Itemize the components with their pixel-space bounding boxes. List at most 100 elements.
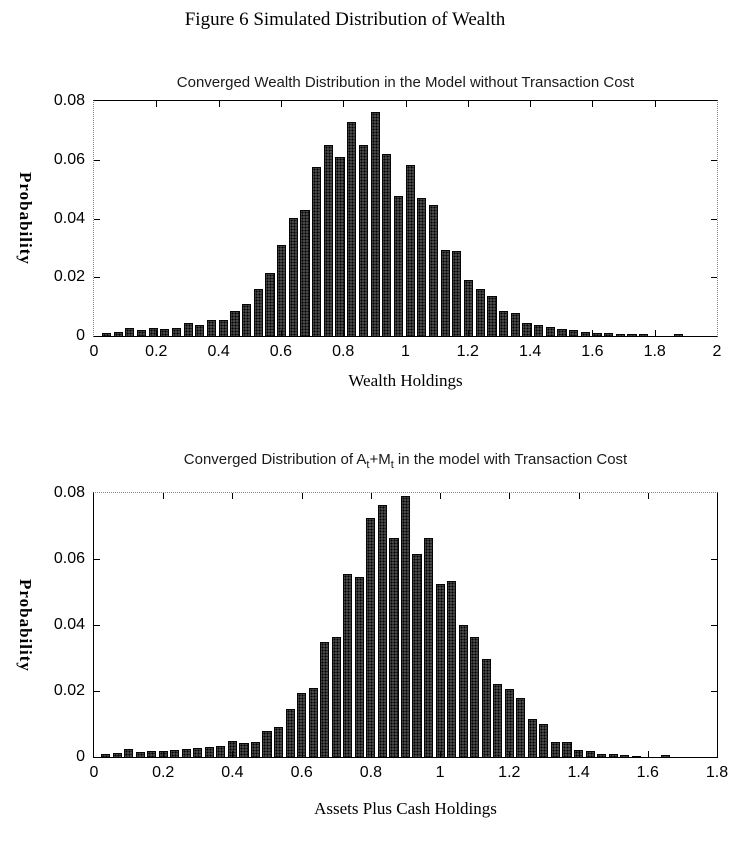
histogram-bar bbox=[135, 752, 145, 757]
histogram-bar bbox=[253, 289, 263, 336]
histogram-bar bbox=[487, 296, 497, 336]
histogram-bar bbox=[620, 755, 630, 757]
y-axis-tick-right bbox=[711, 559, 717, 560]
chart2-title-part2: +M bbox=[369, 451, 391, 468]
y-axis-tick bbox=[94, 277, 100, 279]
histogram-bar bbox=[585, 750, 595, 757]
y-axis-tick-right bbox=[711, 625, 717, 626]
histogram-bar bbox=[300, 209, 310, 336]
histogram-bar bbox=[424, 537, 434, 757]
histogram-bar bbox=[440, 250, 450, 336]
histogram-bar bbox=[204, 747, 214, 757]
x-axis-tick-top bbox=[467, 101, 469, 107]
x-tick-label: 1.4 bbox=[567, 764, 590, 781]
x-tick-label: 1.6 bbox=[636, 764, 659, 781]
y-axis-tick bbox=[94, 625, 100, 626]
histogram-bar bbox=[615, 334, 626, 336]
y-axis-tick-right bbox=[711, 691, 717, 692]
x-axis-tick-top bbox=[156, 101, 158, 107]
x-axis-tick-top bbox=[647, 493, 649, 499]
histogram-bar bbox=[113, 332, 123, 336]
x-axis-tick bbox=[647, 751, 649, 757]
x-axis-tick-top bbox=[654, 101, 656, 107]
histogram-bar bbox=[382, 153, 392, 336]
x-axis-tick-top bbox=[301, 493, 303, 499]
histogram-bar bbox=[170, 749, 180, 757]
histogram-bar bbox=[463, 279, 474, 336]
x-axis-tick-top bbox=[578, 493, 580, 499]
y-tick-label: 0 bbox=[76, 748, 85, 765]
histogram-bar bbox=[504, 689, 514, 757]
histogram-bar bbox=[274, 727, 284, 757]
x-axis-tick-top bbox=[232, 493, 234, 499]
histogram-bar bbox=[227, 740, 237, 757]
histogram-bar bbox=[358, 145, 369, 336]
x-tick-label: 0.6 bbox=[290, 764, 313, 781]
histogram-bar bbox=[493, 684, 503, 757]
chart1-x-axis-label: Wealth Holdings bbox=[348, 371, 463, 390]
histogram-bar bbox=[545, 327, 555, 336]
figure-title: Figure 6 Simulated Distribution of Wealt… bbox=[184, 9, 506, 30]
x-axis-tick bbox=[218, 330, 220, 336]
histogram-bar bbox=[308, 687, 318, 757]
chart2-x-axis-label: Assets Plus Cash Holdings bbox=[314, 799, 497, 818]
histogram-bar bbox=[412, 554, 422, 757]
x-tick-label: 0 bbox=[89, 343, 99, 360]
x-tick-label: 1.6 bbox=[581, 343, 604, 360]
x-tick-label: 2 bbox=[712, 343, 722, 360]
histogram-bar bbox=[160, 328, 170, 336]
histogram-bar bbox=[417, 197, 427, 336]
x-tick-label: 0.8 bbox=[359, 764, 383, 781]
histogram-bar bbox=[216, 746, 226, 757]
x-tick-label: 1 bbox=[435, 764, 445, 781]
histogram-bar bbox=[573, 750, 584, 757]
y-tick-label: 0.04 bbox=[53, 209, 85, 227]
histogram-bar bbox=[370, 112, 380, 336]
x-tick-label: 1.8 bbox=[705, 764, 729, 781]
histogram-bar bbox=[171, 328, 182, 336]
histogram-bar bbox=[534, 324, 544, 336]
x-axis-tick bbox=[156, 330, 158, 336]
y-tick-label: 0.04 bbox=[53, 616, 85, 633]
x-axis-tick bbox=[530, 330, 532, 336]
histogram-bar bbox=[597, 753, 607, 757]
histogram-bar bbox=[250, 741, 261, 757]
histogram-bar bbox=[639, 334, 649, 336]
chart2-title-subscript2: t bbox=[390, 459, 394, 471]
chart2-y-axis-label: Probability bbox=[8, 492, 42, 758]
histogram-bar bbox=[377, 504, 387, 757]
histogram-bar bbox=[562, 741, 572, 757]
histogram-bar bbox=[312, 167, 322, 336]
y-axis-tick bbox=[94, 559, 100, 560]
histogram-bar bbox=[608, 754, 618, 757]
histogram-bar bbox=[393, 195, 404, 336]
x-tick-label: 1.8 bbox=[643, 343, 666, 360]
y-axis-tick-right bbox=[711, 277, 717, 279]
chart2-title-subscript1: t bbox=[366, 459, 370, 471]
x-tick-label: 1.2 bbox=[456, 343, 479, 360]
histogram-bar bbox=[674, 334, 684, 336]
chart2-title: Converged Distribution of At+Mt in the m… bbox=[93, 451, 718, 471]
histogram-bar bbox=[458, 625, 468, 757]
x-axis-tick bbox=[654, 330, 656, 336]
y-axis-tick-right bbox=[711, 218, 717, 220]
histogram-bar bbox=[100, 754, 111, 757]
x-tick-label: 1.4 bbox=[518, 343, 542, 360]
chart1-y-axis-label-text: Probability bbox=[16, 172, 35, 265]
histogram-bar bbox=[323, 145, 333, 336]
y-tick-label: 0.08 bbox=[53, 92, 85, 109]
x-axis-tick-top bbox=[163, 493, 165, 499]
histogram-bar bbox=[557, 328, 567, 336]
histogram-bar bbox=[400, 496, 411, 757]
histogram-bar bbox=[124, 748, 134, 758]
histogram-bar bbox=[527, 719, 537, 757]
x-tick-label: 0.6 bbox=[269, 343, 293, 360]
x-axis-tick-top bbox=[280, 101, 282, 107]
histogram-bar bbox=[660, 755, 670, 757]
histogram-bar bbox=[335, 156, 345, 336]
x-axis-tick bbox=[232, 751, 234, 757]
histogram-bar bbox=[285, 709, 295, 757]
x-tick-label: 1 bbox=[401, 343, 410, 360]
histogram-bar bbox=[498, 310, 509, 336]
